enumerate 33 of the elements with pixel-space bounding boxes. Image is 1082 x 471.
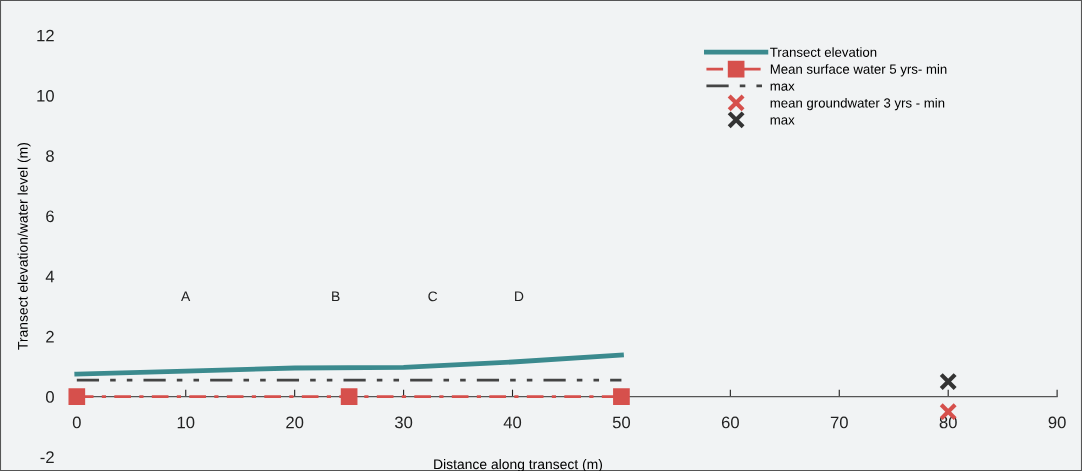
x-axis-title: Distance along transect (m) [434,458,603,471]
annotation: B [332,291,340,302]
annotation: D [515,291,524,302]
y-tick-label: 4 [45,270,55,283]
x-tick-label: 50 [612,416,631,429]
y-axis-title: Transect elevation/water level (m) [17,143,31,350]
legend-label: max [770,83,795,91]
x-tick-label: 10 [177,416,195,429]
x-tick-label: 60 [721,416,739,429]
point [939,372,958,391]
point [340,388,358,405]
y-tick-label: 0 [45,391,54,403]
y-tick-label: 2 [46,330,54,343]
legend-label: max [770,117,795,125]
y-tick-label: 12 [37,29,54,42]
y-tick-label: -2 [40,451,54,463]
line-series [74,352,624,377]
x-tick-label: 30 [394,416,413,429]
x-tick-label: 90 [1048,416,1066,429]
legend-label: Mean surface water 5 yrs- min [770,64,947,77]
annotation: C [428,291,438,302]
legend-label: Transect elevation [770,47,877,57]
y-tick-label: 8 [46,150,54,162]
legend-label: mean groundwater 3 yrs - min [770,97,945,111]
x-tick-label: 40 [503,416,522,429]
y-tick-label: 6 [46,210,54,223]
y-tick-label: 10 [37,89,54,102]
annotation: A [181,291,191,302]
x-tick-label: 0 [72,416,81,429]
point [613,388,630,405]
x-tick-label: 70 [830,416,848,429]
x-tick-label: 20 [286,416,304,429]
point [68,388,86,405]
